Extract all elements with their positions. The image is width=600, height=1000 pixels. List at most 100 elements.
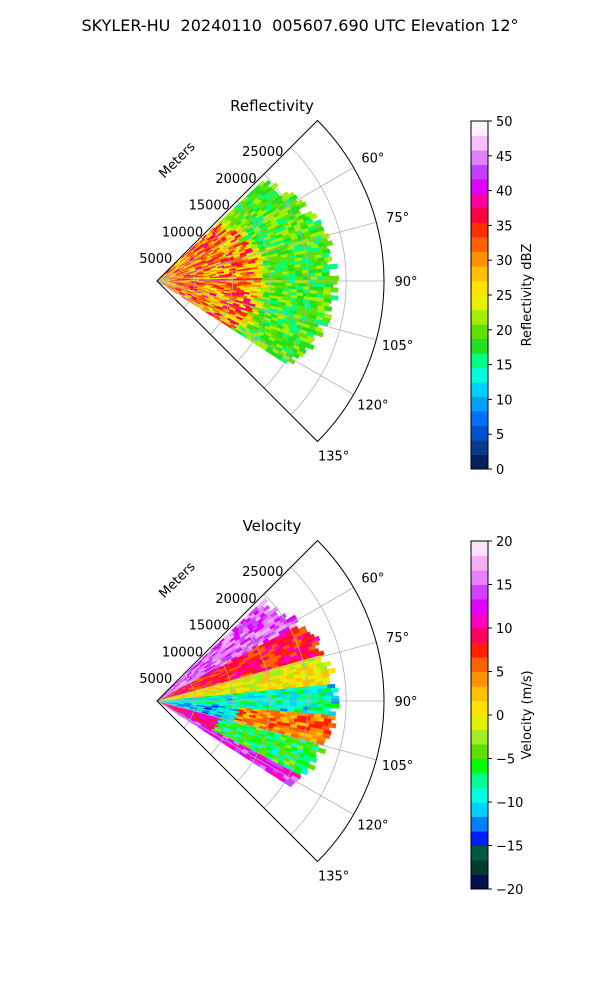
echo-bin	[200, 680, 208, 685]
echo-bin	[198, 703, 206, 706]
echo-bin	[193, 241, 200, 248]
echo-bin	[174, 269, 182, 274]
echo-bin	[244, 639, 253, 646]
radial-tick-label: 15000	[189, 199, 230, 214]
echo-bin	[166, 287, 173, 292]
echo-bin	[228, 684, 237, 688]
echo-bin	[218, 675, 227, 680]
echo-bin	[169, 264, 175, 270]
echo-bin	[261, 692, 270, 697]
echo-bin	[282, 271, 290, 276]
echo-bin	[268, 653, 277, 660]
echo-bin	[261, 217, 270, 225]
echo-bin	[327, 667, 336, 674]
echo-bin	[325, 691, 334, 697]
echo-bin	[252, 313, 260, 319]
echo-bin	[253, 722, 262, 727]
echo-bin	[263, 760, 272, 767]
echo-bin	[185, 683, 193, 688]
echo-bin	[246, 641, 255, 648]
radial-tick-label: 5000	[139, 672, 172, 687]
echo-bin	[163, 702, 171, 706]
echo-bin	[217, 697, 226, 700]
echo-bin	[231, 223, 239, 230]
echo-bin	[231, 249, 240, 255]
echo-bin	[224, 232, 232, 239]
echo-bin	[232, 710, 241, 714]
echo-bin	[302, 750, 311, 757]
echo-bin	[182, 692, 190, 696]
echo-bin	[284, 660, 293, 666]
echo-bin	[180, 268, 188, 273]
echo-bin	[161, 693, 167, 698]
echo-bin	[261, 741, 270, 748]
echo-bin	[315, 650, 325, 658]
echo-bin	[168, 692, 177, 697]
echo-bin	[298, 625, 307, 633]
echo-bin	[238, 249, 247, 255]
echo-bin	[195, 287, 203, 291]
echo-bin	[199, 660, 206, 666]
colorbar-segment	[471, 744, 488, 759]
echo-bin	[214, 261, 223, 266]
echo-bin	[213, 258, 222, 263]
echo-bin	[246, 671, 255, 677]
echo-bin	[165, 268, 171, 274]
colorbar-segment	[471, 816, 488, 832]
echo-bin	[240, 311, 249, 317]
echo-bin	[245, 332, 254, 340]
echo-bin	[235, 725, 244, 731]
echo-bin	[169, 693, 177, 697]
echo-bin	[211, 250, 219, 255]
echo-bin	[200, 723, 208, 729]
echo-bin	[244, 676, 253, 681]
echo-bin	[169, 705, 177, 709]
echo-bin	[186, 671, 193, 677]
echo-bin	[265, 245, 274, 252]
echo-bin	[203, 243, 210, 249]
echo-bin	[216, 649, 223, 656]
echo-bin	[162, 703, 170, 707]
echo-bin	[199, 674, 207, 680]
echo-bin	[244, 329, 252, 336]
echo-bin	[173, 262, 180, 267]
echo-bin	[287, 777, 296, 785]
echo-bin	[254, 335, 263, 342]
echo-bin	[221, 650, 229, 657]
echo-bin	[225, 733, 234, 739]
echo-bin	[206, 239, 214, 245]
echo-bin	[241, 320, 250, 327]
colorbar-tick-label: −5	[496, 753, 515, 768]
echo-bin	[288, 762, 297, 770]
echo-bin	[207, 296, 216, 301]
echo-bin	[271, 658, 280, 664]
echo-bin	[274, 650, 283, 657]
echo-bin	[259, 334, 268, 342]
echo-bin	[242, 276, 251, 279]
echo-bin	[201, 303, 209, 308]
echo-bin	[301, 761, 310, 769]
echo-bin	[246, 727, 256, 732]
echo-bin	[263, 238, 272, 244]
echo-bin	[190, 680, 198, 685]
echo-bin	[173, 682, 179, 687]
echo-bin	[247, 228, 256, 235]
echo-bin	[310, 696, 319, 701]
colorbar-segment	[471, 440, 488, 455]
echo-bin	[242, 741, 251, 747]
echo-bin	[264, 320, 273, 326]
echo-bin	[193, 686, 202, 690]
echo-bin	[240, 698, 249, 701]
echo-bin	[230, 291, 239, 296]
echo-bin	[231, 733, 239, 740]
echo-bin	[238, 743, 247, 750]
echo-bin	[198, 295, 206, 299]
echo-bin	[259, 338, 268, 345]
echo-bin	[323, 688, 332, 694]
echo-bin	[178, 679, 184, 684]
echo-bin	[240, 295, 249, 300]
colorbar-segment	[471, 295, 488, 310]
echo-bin	[266, 755, 275, 762]
echo-bin	[193, 674, 201, 679]
